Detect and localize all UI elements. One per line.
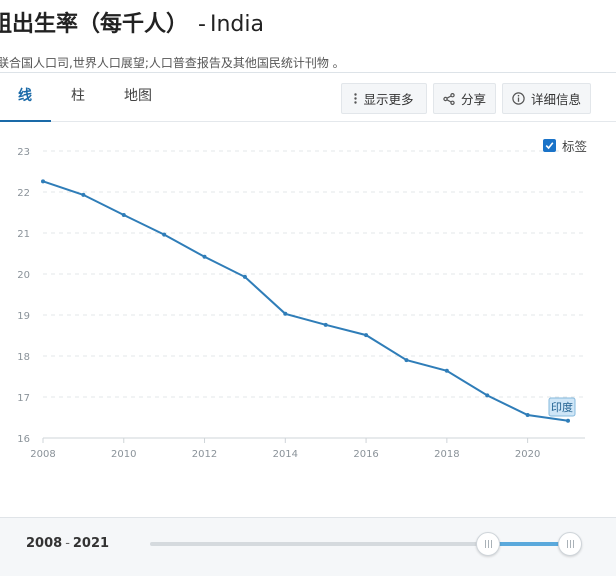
- y-axis: 16 17 18 19 20 21 22 23: [17, 147, 30, 445]
- data-point[interactable]: [566, 418, 570, 423]
- data-point[interactable]: [364, 333, 369, 338]
- tab-map[interactable]: 地图: [124, 88, 152, 104]
- data-point[interactable]: [404, 358, 409, 363]
- data-point[interactable]: [323, 322, 328, 327]
- show-more-label: 显示更多: [363, 92, 414, 107]
- range-end-handle[interactable]: [558, 532, 582, 556]
- series-label-box: [548, 397, 576, 417]
- details-button[interactable]: 详细信息: [502, 83, 591, 114]
- data-point[interactable]: [485, 393, 490, 398]
- indicator-title: 粗出生率（每千人）: [0, 12, 189, 37]
- range-slider-fill: [488, 542, 570, 546]
- source-note: 联合国人口司,世界人口展望;人口普查报告及其他国民统计刊物 。: [0, 56, 345, 70]
- x-tick-label: 2010: [111, 449, 136, 460]
- series-label-text: 印度: [551, 400, 573, 414]
- y-tick-label: 18: [17, 352, 30, 363]
- share-button[interactable]: 分享: [433, 83, 496, 114]
- y-tick-label: 22: [17, 188, 30, 199]
- info-icon: [512, 92, 525, 105]
- share-label: 分享: [460, 92, 486, 107]
- tab-bar[interactable]: 柱: [71, 88, 85, 104]
- country-name: India: [209, 12, 264, 37]
- chart-panel: 线 柱 地图 显示更多 分享 详细信息: [0, 72, 616, 576]
- data-point[interactable]: [162, 232, 167, 237]
- x-axis: 2008 2010 2012 2014 2016 2018 2020: [30, 437, 585, 460]
- series-line-india: [42, 180, 569, 422]
- series-label-india: 印度: [548, 397, 576, 417]
- range-separator: -: [65, 536, 70, 551]
- data-point[interactable]: [121, 212, 126, 217]
- show-more-button[interactable]: 显示更多: [341, 83, 427, 114]
- y-tick-label: 20: [17, 270, 30, 281]
- y-tick-label: 19: [17, 311, 30, 322]
- data-point[interactable]: [41, 179, 45, 184]
- x-tick-label: 2018: [434, 449, 459, 460]
- x-tick-label: 2020: [515, 449, 540, 460]
- title-separator: -: [198, 12, 206, 37]
- data-point[interactable]: [242, 274, 247, 279]
- checkbox-checked-icon[interactable]: [543, 139, 556, 152]
- time-range-footer: 2008-2021: [0, 517, 616, 576]
- labels-toggle-label: 标签: [562, 139, 588, 154]
- range-end: 2021: [72, 536, 110, 551]
- view-tabs: 线 柱 地图 显示更多 分享 详细信息: [0, 73, 616, 122]
- y-tick-label: 16: [17, 434, 30, 445]
- x-tick-label: 2016: [353, 449, 378, 460]
- share-icon: [443, 92, 455, 105]
- y-tick-label: 21: [17, 229, 30, 240]
- page-title: 粗出生率（每千人） - India: [0, 6, 264, 38]
- range-start: 2008: [26, 536, 63, 551]
- data-point[interactable]: [202, 254, 207, 259]
- series-points: [41, 179, 570, 423]
- grid-lines: [43, 150, 585, 439]
- x-tick-label: 2014: [273, 449, 298, 460]
- x-tick-label: 2012: [192, 449, 217, 460]
- data-point[interactable]: [283, 311, 288, 316]
- line-chart: 16 17 18 19 20 21 22 23 2008 2010 2012 2014 2016 201…: [17, 147, 585, 460]
- y-tick-label: 17: [17, 393, 30, 404]
- details-label: 详细信息: [530, 92, 581, 107]
- y-tick-label: 23: [17, 147, 30, 158]
- data-point[interactable]: [444, 368, 449, 373]
- data-point[interactable]: [81, 192, 86, 197]
- range-text: 2008-2021: [26, 536, 109, 551]
- range-start-handle[interactable]: [476, 532, 501, 556]
- labels-toggle[interactable]: 标签: [543, 136, 587, 155]
- x-tick-label: 2008: [30, 449, 55, 460]
- range-slider-track[interactable]: [150, 542, 570, 546]
- data-point[interactable]: [525, 413, 530, 418]
- tab-line[interactable]: 线: [0, 73, 51, 122]
- more-vertical-icon: [354, 93, 358, 104]
